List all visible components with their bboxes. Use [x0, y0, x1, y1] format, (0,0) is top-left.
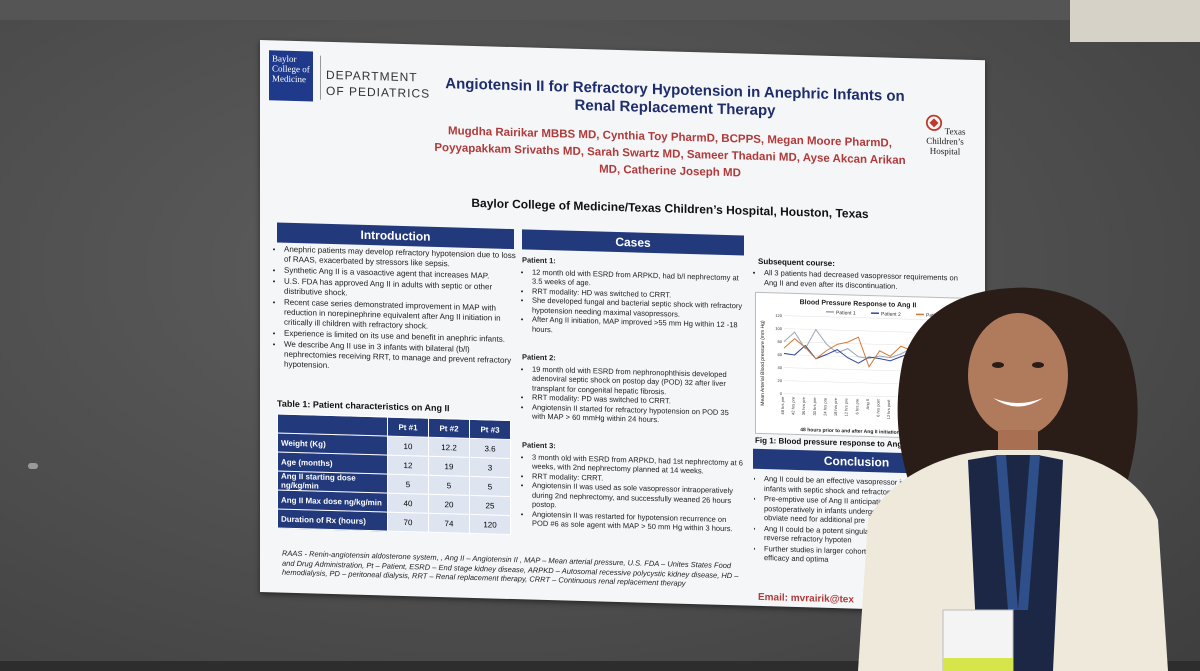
table-row-label: Ang II starting dose ng/kg/min: [277, 470, 388, 494]
table-cell: 120: [469, 514, 511, 535]
introduction-item: We describe Ang II use in 3 infants with…: [284, 340, 524, 377]
baylor-logo-text: Baylor College of Medicine: [272, 53, 310, 85]
subsequent-title: Subsequent course:: [758, 256, 835, 269]
wall-top: [0, 0, 1200, 20]
wall-rail: [1070, 0, 1200, 42]
chart-x-tick-label: 6 hrs post: [876, 398, 881, 417]
table-cell: 12.2: [428, 437, 470, 458]
case-patient-2: Patient 2: 19 month old with ESRD from n…: [522, 352, 744, 427]
chart-x-axis-label: 48 hours prior to and after Ang II initi…: [800, 427, 932, 437]
table-cell: 19: [428, 456, 470, 477]
chart-y-tick-label: 60: [778, 352, 783, 357]
chart-y-tick-label: 20: [778, 378, 783, 383]
chart-x-tick-label: 18 hrs pre: [833, 397, 838, 416]
chart-gridline: [784, 315, 954, 321]
table-header: Pt #1: [387, 417, 429, 438]
chart-y-axis-label: Mean Arterial Blood pressure (mm Hg): [760, 320, 766, 406]
chart-y-tick-label: 80: [778, 339, 783, 344]
introduction-list: Anephric patients may develop refractory…: [274, 244, 524, 377]
table-cell: 25: [469, 495, 511, 516]
texas-childrens-logo: Texas Children’s Hospital: [910, 113, 980, 157]
patient-3-list: 3 month old with ESRD from ARPKD, had 1s…: [522, 452, 744, 534]
table-cell: 20: [428, 494, 470, 515]
chart-x-tick-label: 12 hrs pre: [844, 398, 849, 417]
chart-y-tick-label: 0: [780, 391, 783, 396]
chart-y-tick-label: 100: [775, 326, 782, 331]
table-cell: 5: [469, 476, 511, 497]
table-cell: 10: [387, 436, 429, 457]
table-cell: 3: [469, 457, 511, 478]
table-title: Table 1: Patient characteristics on Ang …: [277, 398, 450, 414]
case-patient-3: Patient 3: 3 month old with ESRD from AR…: [522, 440, 744, 534]
header-divider: [320, 55, 321, 100]
chart-x-tick-label: 24 hrs pre: [823, 397, 828, 416]
department-label: DEPARTMENT OF PEDIATRICS: [326, 67, 431, 101]
legend-label: Patient 1: [836, 310, 856, 317]
chart-x-tick-label: 48 hrs pre: [780, 396, 785, 415]
table-header: Pt #2: [428, 418, 470, 439]
chart-title: Blood Pressure Response to Ang II: [800, 299, 917, 309]
chart-y-tick-label: 40: [778, 365, 783, 370]
chart-x-tick-label: 42 hrs pre: [791, 396, 796, 415]
chart-x-tick-label: 6 hrs pre: [854, 398, 859, 415]
baylor-logo: Baylor College of Medicine: [269, 50, 313, 102]
chart-y-tick-label: 120: [775, 313, 782, 318]
contact-email: Email: mvrairik@tex: [758, 591, 854, 606]
table-cell: 70: [387, 512, 429, 533]
patient-1-list: 12 month old with ESRD from ARPKD, had b…: [522, 267, 744, 340]
tch-emblem-icon: [925, 114, 942, 131]
table-header: Pt #3: [469, 419, 511, 440]
chart-x-tick-label: 12 hrs post: [886, 399, 891, 420]
chart-x-tick-label: Ang II: [865, 399, 870, 410]
table-cell: 74: [428, 513, 470, 534]
push-pin: [28, 463, 38, 469]
cases-heading: Cases: [522, 229, 744, 256]
presenter-face: [968, 313, 1068, 437]
table-cell: 3.6: [469, 438, 511, 459]
presenter-photo: [858, 287, 1168, 671]
table-cell: 12: [387, 455, 429, 476]
poster-institution: Baylor College of Medicine/Texas Childre…: [471, 195, 869, 221]
lanyard: [996, 455, 1018, 610]
abbreviation-footnote: RAAS - Renin-angiotensin aldosterone sys…: [282, 548, 739, 588]
table-cell: 40: [387, 493, 429, 514]
floor: [0, 661, 1200, 671]
patient-table: Pt #1 Pt #2 Pt #3 Weight (Kg) 10 12.2 3.6 Ag…: [277, 413, 511, 535]
table-cell: 5: [387, 474, 429, 495]
table-cell: 5: [428, 475, 470, 496]
presenter-smile: [993, 398, 1043, 407]
chart-x-tick-label: 36 hrs pre: [801, 396, 806, 415]
legend-label: Patient 2: [881, 311, 901, 318]
poster-title: Angiotensin II for Refractory Hypotensio…: [445, 75, 905, 120]
chart-x-tick-label: 30 hrs pre: [812, 397, 817, 416]
table-row-label: Duration of Rx (hours): [277, 508, 388, 532]
patient-2-list: 19 month old with ESRD from nephronophth…: [522, 364, 744, 427]
poster-authors: Mugdha Rairikar MBBS MD, Cynthia Toy Pha…: [434, 125, 906, 180]
case-patient-1: Patient 1: 12 month old with ESRD from A…: [522, 255, 744, 339]
